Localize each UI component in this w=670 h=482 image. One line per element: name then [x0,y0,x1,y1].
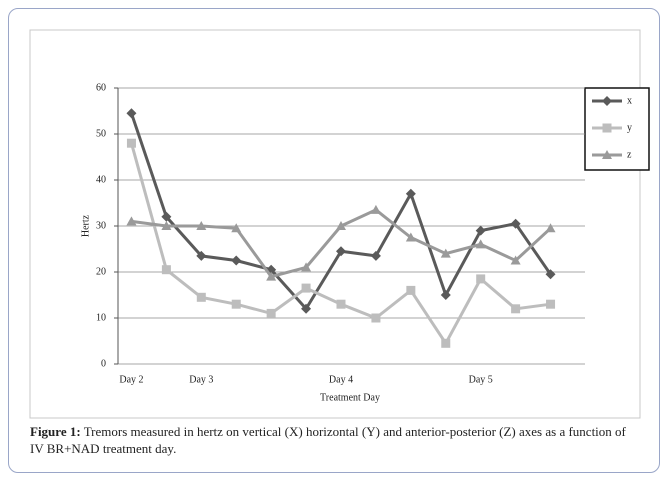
point [161,265,171,275]
y-tick-label: 50 [96,128,106,139]
point [441,338,451,348]
point [545,223,556,233]
series-line [130,142,551,347]
figure-frame [8,8,660,473]
x-tick-label: Day 4 [329,374,353,385]
point [371,313,381,323]
point [440,290,451,300]
caption: Figure 1: Tremors measured in hertz on v… [30,423,640,457]
point [336,246,346,257]
point [231,223,242,233]
x-tick-label: Day 2 [119,374,143,385]
y-tick-label: 10 [96,312,106,323]
point [511,304,521,314]
point [266,308,276,318]
y-tick-label: 30 [96,220,106,231]
point [475,239,486,249]
point [440,248,451,258]
point [476,274,486,284]
point [405,188,416,199]
point [406,285,416,295]
series-line [131,208,552,279]
point [602,123,612,133]
caption-text: Tremors measured in hertz on vertical (X… [30,424,626,456]
point [370,250,381,261]
point [510,255,521,265]
point [301,303,312,314]
point [546,299,556,309]
point [301,262,312,272]
y-axis-label: Hertz [80,214,91,237]
legend-label: z [627,149,632,160]
y-tick-label: 40 [96,174,106,185]
point [126,216,137,226]
point [510,218,521,229]
y-tick-label: 20 [96,266,106,277]
point [231,299,241,309]
point [196,292,206,302]
point [126,138,136,148]
point [545,269,556,280]
point [161,221,172,230]
point [196,250,207,261]
point [126,108,137,119]
y-tick-label: 60 [96,82,106,93]
x-tick-label: Day 5 [469,374,493,385]
y-tick-label: 0 [101,358,106,369]
legend-label: y [627,122,632,133]
legend-label: x [627,95,632,106]
point [602,150,612,159]
point [161,211,172,222]
point [301,283,311,293]
point [336,299,346,309]
point [370,204,381,214]
x-axis-label: Treatment Day [320,392,380,403]
chart-frame [29,29,641,419]
point [336,221,346,230]
point [196,221,207,230]
point [405,232,416,242]
caption-label: Figure 1: [30,424,81,439]
point [266,271,277,281]
point [475,225,486,236]
x-tick-label: Day 3 [189,374,213,385]
series-line [130,112,552,312]
point [231,255,242,266]
point [602,96,612,106]
